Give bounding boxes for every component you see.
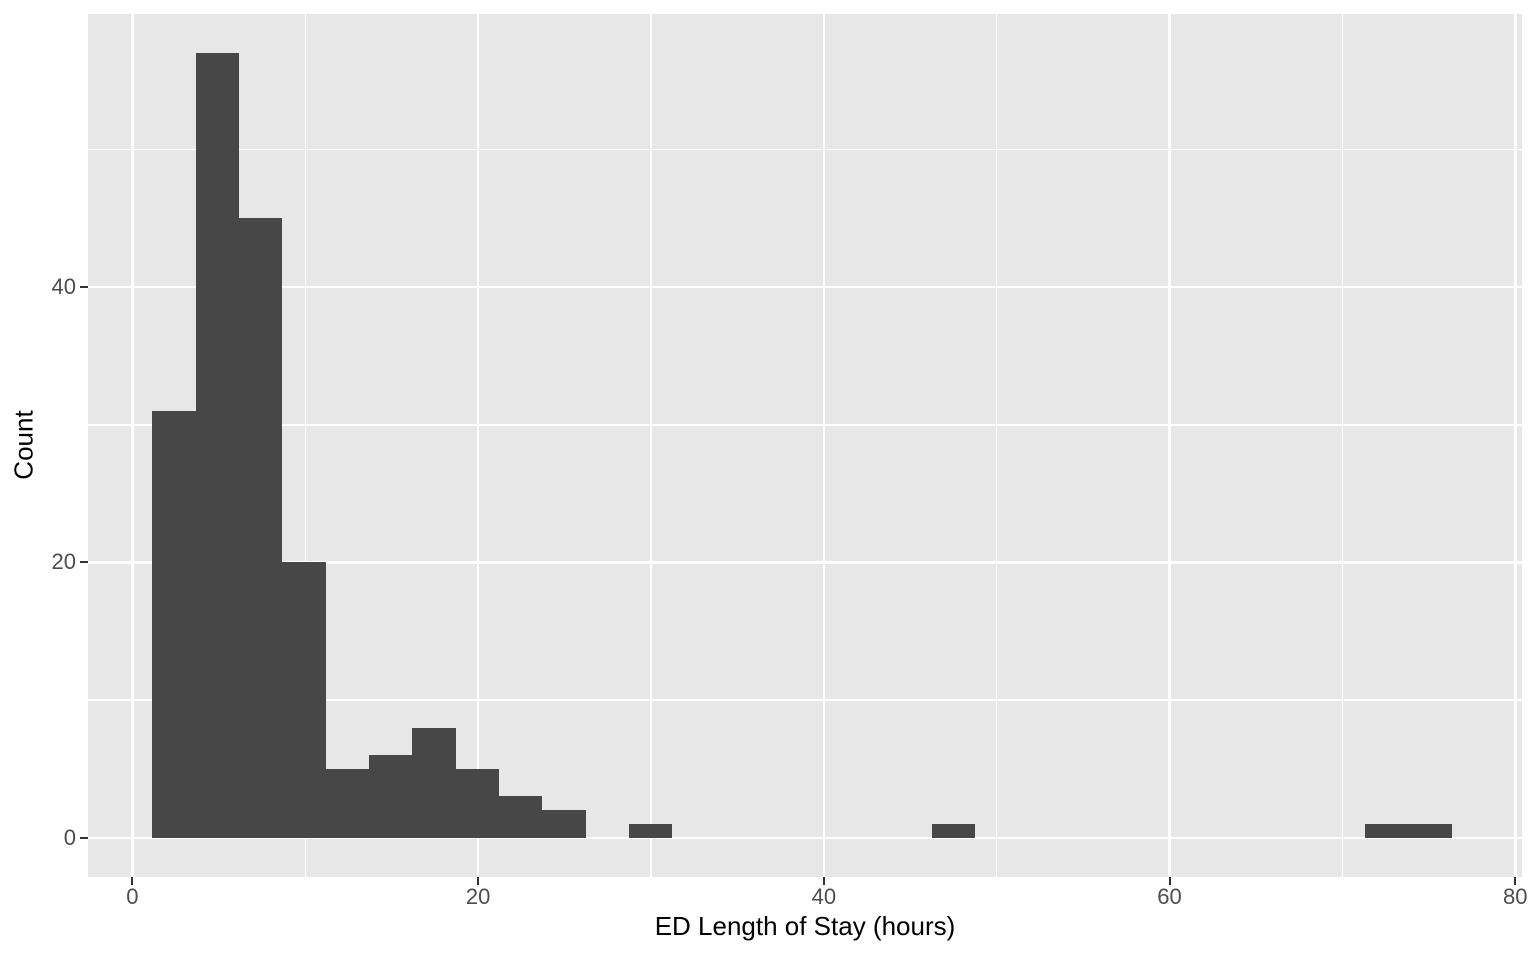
x-major-gridline [1168, 14, 1171, 877]
histogram-bar [932, 824, 975, 838]
histogram-bar [282, 562, 326, 838]
x-minor-gridline [304, 14, 307, 877]
y-tick-label: 0 [63, 824, 76, 850]
x-minor-gridline [650, 14, 652, 877]
y-axis-title: Count [8, 410, 39, 480]
y-tick-mark [80, 561, 88, 564]
x-tick-mark [477, 877, 480, 885]
x-major-gridline [822, 14, 826, 877]
y-minor-gridline [88, 424, 1522, 426]
y-minor-gridline [88, 699, 1522, 701]
y-tick-label: 40 [51, 274, 76, 300]
y-major-gridline [88, 836, 1522, 840]
histogram-bar [499, 796, 542, 838]
y-major-gridline [88, 561, 1522, 564]
plot-panel [88, 14, 1522, 877]
x-tick-mark [131, 877, 134, 885]
x-major-gridline [476, 14, 480, 877]
histogram-bar [152, 411, 196, 838]
histogram-bar [456, 769, 499, 838]
x-tick-mark [822, 877, 825, 885]
x-tick-label: 60 [1157, 884, 1182, 909]
y-tick-label: 20 [51, 549, 76, 575]
x-tick-label: 20 [465, 884, 491, 909]
histogram-bar [412, 728, 456, 838]
x-minor-gridline [1341, 14, 1344, 877]
histogram-bar [369, 755, 412, 838]
x-tick-label: 40 [811, 884, 837, 909]
x-minor-gridline [995, 14, 998, 877]
x-major-gridline [1514, 14, 1517, 877]
histogram-bar [542, 810, 586, 838]
x-tick-label: 80 [1503, 884, 1528, 909]
x-tick-mark [1168, 877, 1171, 885]
y-tick-mark [80, 836, 88, 839]
histogram-bar [326, 769, 369, 838]
y-major-gridline [88, 285, 1522, 289]
histogram-bar [1365, 824, 1408, 838]
y-minor-gridline [88, 148, 1522, 151]
histogram-bar [1408, 824, 1452, 838]
y-tick-mark [80, 286, 88, 289]
histogram-bar [196, 53, 239, 838]
histogram-bar [629, 824, 672, 838]
histogram-bar [239, 218, 282, 838]
x-major-gridline [131, 14, 134, 877]
x-tick-label: 0 [126, 884, 139, 909]
x-tick-mark [1514, 877, 1517, 885]
x-axis-title: ED Length of Stay (hours) [654, 911, 956, 941]
